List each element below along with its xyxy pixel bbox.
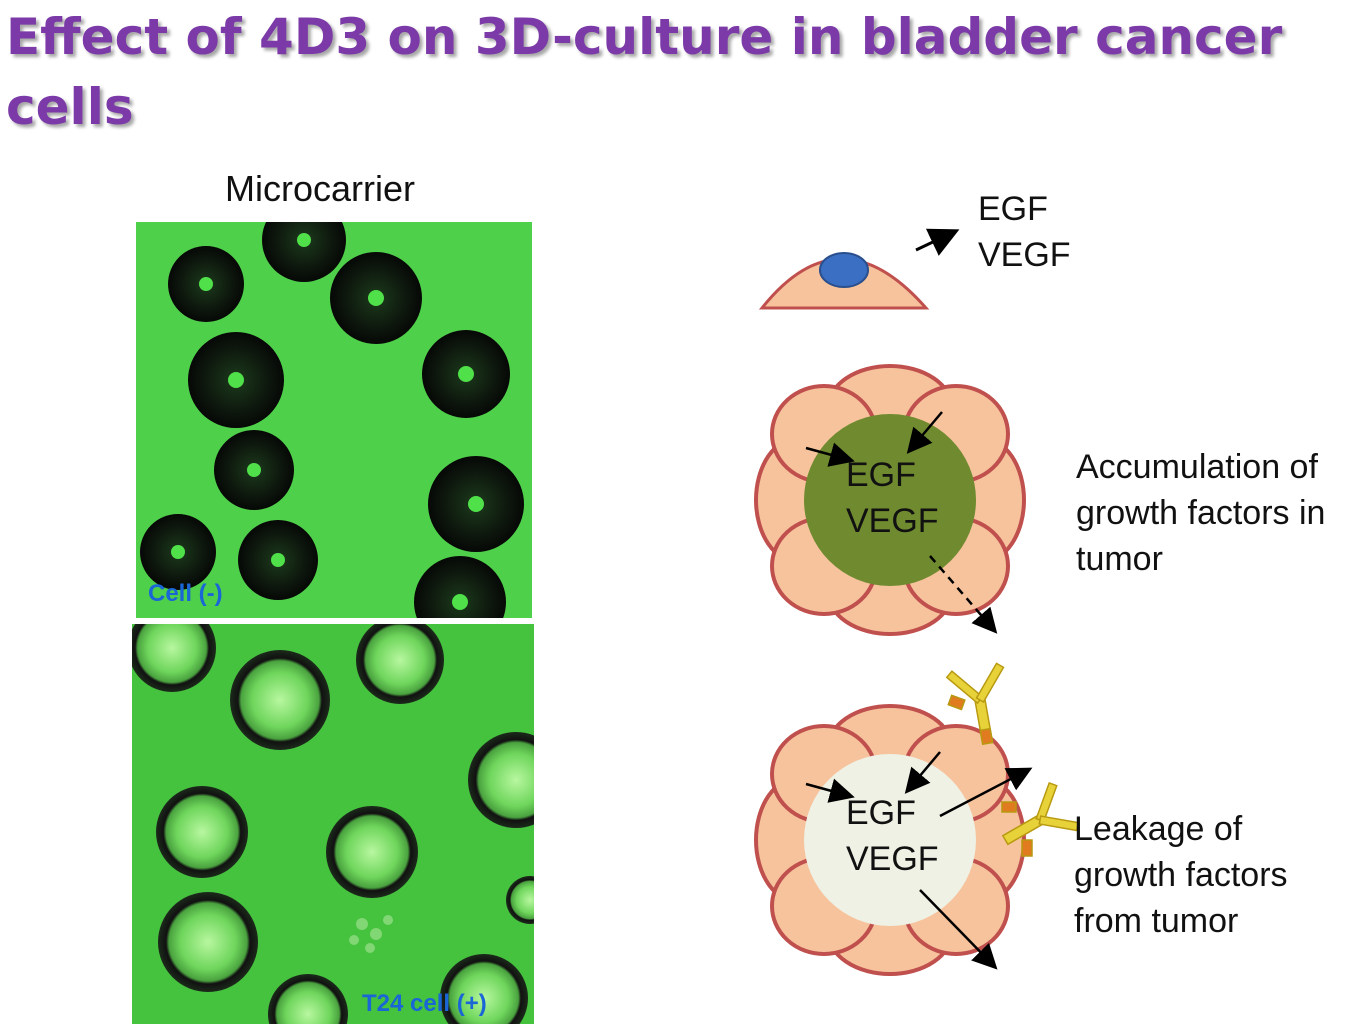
antibody-icon: [1001, 781, 1079, 857]
single-tumor-cell: [758, 228, 960, 310]
leakage-caption-1: Leakage of: [1074, 810, 1243, 848]
microscopy-panel-control: [136, 222, 532, 618]
single-cell-vegf: VEGF: [978, 236, 1071, 274]
accumulation-caption-3: tumor: [1076, 540, 1163, 578]
accumulation-caption-1: Accumulation of: [1076, 448, 1318, 486]
accumulation-caption-2: growth factors in: [1076, 494, 1326, 532]
cell-nucleus: [819, 252, 869, 288]
microcarrier-label: Microcarrier: [225, 168, 416, 209]
single-cell-egf: EGF: [978, 190, 1048, 228]
accumulation-vegf: VEGF: [846, 502, 939, 540]
panel-tag-control: Cell (-): [148, 580, 223, 607]
leakage-egf: EGF: [846, 794, 916, 832]
leakage-caption-2: growth factors: [1074, 856, 1288, 894]
accumulation-egf: EGF: [846, 456, 916, 494]
leakage-vegf: VEGF: [846, 840, 939, 878]
secretion-arrow: [915, 228, 960, 256]
microscopy-panel-t24: [132, 624, 534, 1024]
panel-tag-t24: T24 cell (+): [362, 990, 487, 1017]
growth-factor-diagram: [754, 228, 1079, 976]
leakage-caption-3: from tumor: [1074, 902, 1239, 940]
spheroid-accumulation: [754, 364, 1026, 636]
slide-title: Effect of 4D3 on 3D-culture in bladder c…: [6, 8, 1283, 136]
seeded-microcarriers: [132, 624, 534, 1024]
cell-cluster: [349, 915, 393, 953]
microcarrier-beads: [140, 222, 524, 618]
antibody-icon: [945, 662, 1005, 746]
spheroid-leakage: [754, 704, 1033, 976]
